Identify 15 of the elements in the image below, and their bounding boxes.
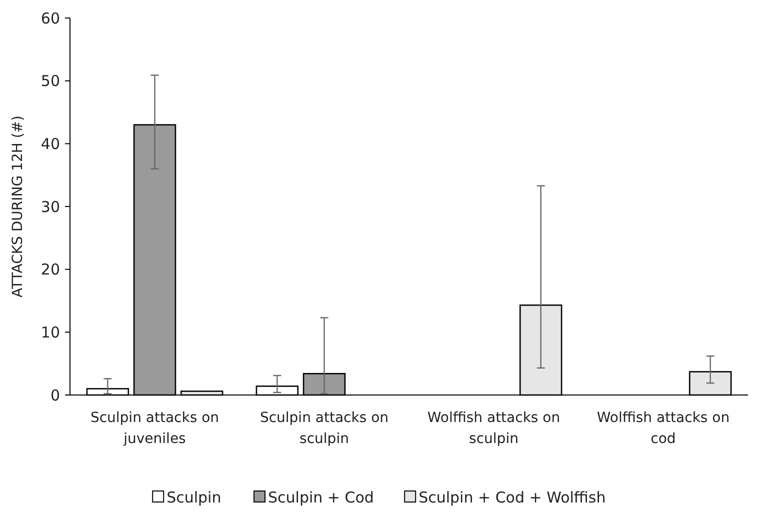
y-tick-label: 30 <box>40 198 60 216</box>
x-tick-label: Wolffish attacks on sculpin <box>427 410 560 447</box>
legend-label: Sculpin + Cod + Wolffish <box>418 488 606 506</box>
legend-label: Sculpin <box>166 488 222 506</box>
x-tick-label: Wolffish attacks on cod <box>596 410 730 447</box>
y-tick-label: 60 <box>40 9 60 28</box>
x-tick-label: Sculpin attacks on juveniles <box>90 410 220 447</box>
y-tick-label: 0 <box>50 386 60 404</box>
y-tick-label: 10 <box>40 323 60 342</box>
y-tick-label: 40 <box>40 134 60 153</box>
y-axis-title: ATTACKS DURING 12H (#) <box>10 116 26 298</box>
x-tick-label: Sculpin attacks on sculpin <box>260 410 389 447</box>
y-tick-label: 20 <box>40 260 60 279</box>
y-tick-label: 50 <box>40 72 60 90</box>
legend-label: Sculpin + Cod <box>268 488 374 506</box>
